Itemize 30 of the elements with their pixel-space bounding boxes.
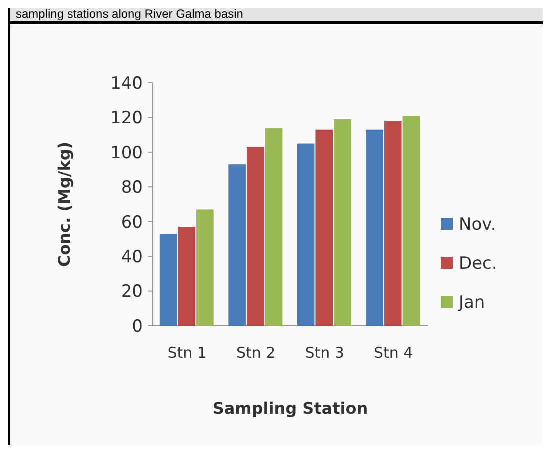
y-tick-label: 60 bbox=[121, 212, 143, 233]
bar bbox=[246, 147, 264, 326]
bar bbox=[178, 227, 196, 326]
bar bbox=[196, 210, 214, 326]
bar bbox=[316, 130, 334, 326]
bar bbox=[402, 116, 420, 326]
y-tick-label: 100 bbox=[110, 143, 143, 164]
bar bbox=[334, 119, 352, 326]
y-tick-label: 40 bbox=[121, 248, 143, 268]
x-tick-label: Stn 1 bbox=[168, 344, 207, 362]
y-tick-label: 0 bbox=[132, 316, 143, 337]
legend-label: Dec. bbox=[459, 254, 498, 274]
y-axis-title: Conc. (Mg/kg) bbox=[55, 142, 74, 268]
bar bbox=[160, 234, 178, 326]
chart-title: sampling stations along River Galma basin bbox=[16, 7, 244, 21]
bar bbox=[384, 121, 402, 326]
bar bbox=[265, 128, 283, 326]
bar bbox=[366, 130, 384, 326]
bar bbox=[228, 164, 246, 326]
x-tick-label: Stn 2 bbox=[236, 344, 276, 362]
y-tick-label: 80 bbox=[121, 178, 143, 198]
y-tick-label: 20 bbox=[121, 282, 143, 302]
legend-label: Jan bbox=[458, 292, 486, 313]
x-tick-label: Stn 3 bbox=[305, 344, 344, 362]
y-tick-label: 140 bbox=[110, 74, 143, 94]
y-tick-label: 120 bbox=[110, 108, 143, 129]
legend-label: Nov. bbox=[459, 214, 496, 235]
bar bbox=[297, 144, 315, 326]
x-axis-title: Sampling Station bbox=[212, 399, 368, 418]
x-tick-label: Stn 4 bbox=[374, 344, 414, 362]
